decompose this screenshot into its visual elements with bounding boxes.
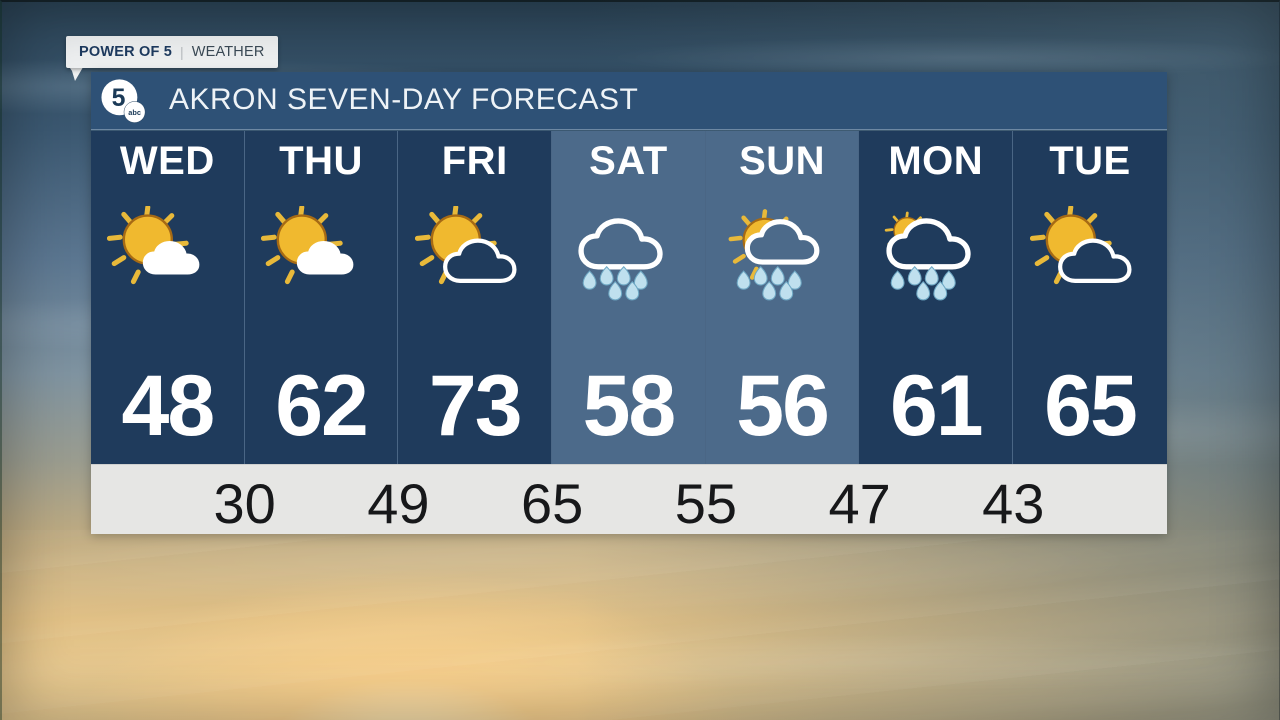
svg-text:abc: abc	[128, 107, 141, 116]
svg-text:5: 5	[112, 85, 126, 112]
